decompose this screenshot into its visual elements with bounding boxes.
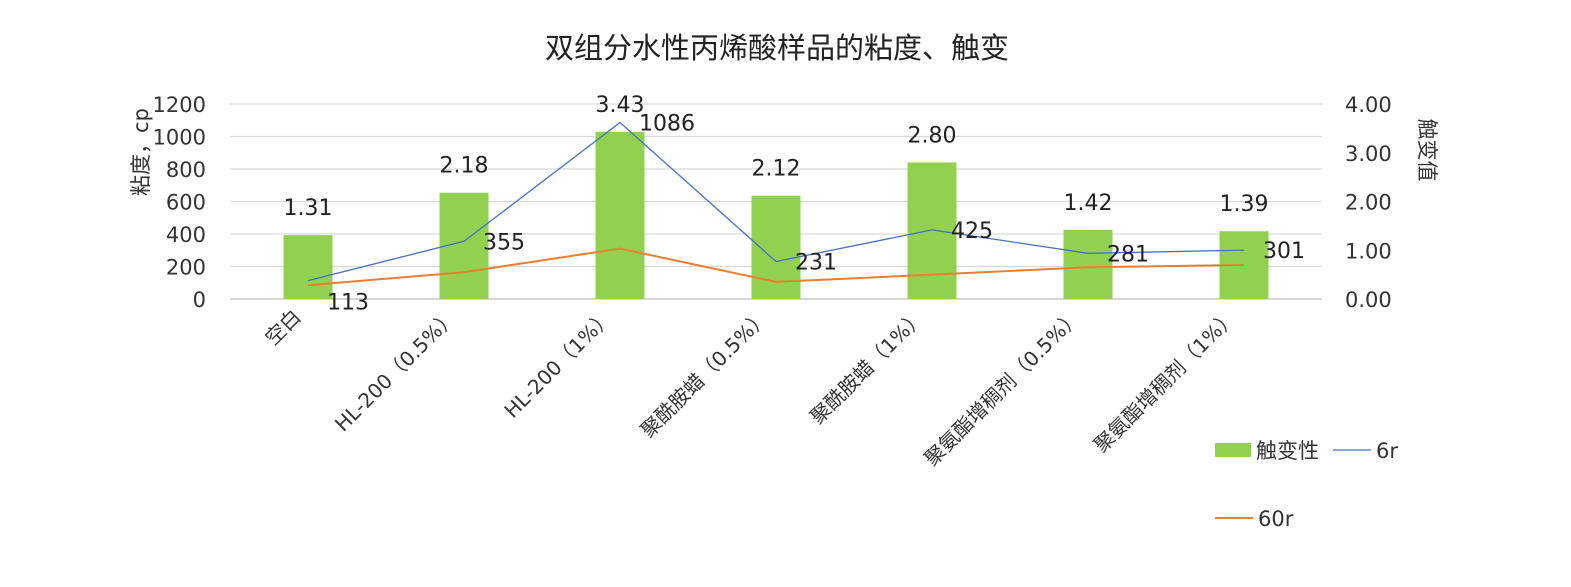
- legend: 触变性 6r 60r: [1215, 439, 1398, 531]
- y2-tick-label: 2.00: [1345, 191, 1392, 215]
- line-data-label: 231: [795, 250, 837, 275]
- bar-data-label: 1.42: [1064, 191, 1113, 216]
- bar-data-label: 3.43: [596, 93, 645, 118]
- y-tick-label: 800: [166, 158, 206, 182]
- y2-axis-title: 触变值: [1415, 119, 1439, 182]
- y2-tick-label: 4.00: [1345, 93, 1392, 117]
- x-tick-label: 聚酰胺蜡（0.5%）: [636, 305, 774, 443]
- series-line-6r: [307, 121, 1245, 282]
- y-tick-label: 200: [166, 256, 206, 280]
- bar-data-label: 2.80: [908, 124, 957, 149]
- y-tick-label: 1200: [153, 93, 206, 117]
- x-tick-label: HL-200（0.5%）: [330, 305, 462, 437]
- y-tick-label: 600: [166, 191, 206, 215]
- line-data-label: 1086: [639, 112, 695, 137]
- chart-title: 双组分水性丙烯酸样品的粘度、触变: [545, 31, 1009, 65]
- x-tick-label: 聚氨酯增稠剂（1%）: [1089, 305, 1242, 458]
- line-data-label: 281: [1107, 242, 1149, 267]
- y-tick-label: 400: [166, 223, 206, 247]
- bars-layer: [283, 131, 1269, 299]
- bar-data-label: 2.18: [440, 154, 489, 179]
- bar-data-label: 1.39: [1220, 192, 1269, 217]
- y2-tick-label: 0.00: [1345, 288, 1392, 312]
- labels-layer: 1.31 2.18 3.43 2.12 2.80 1.42 1.39 113 355 1086 23…: [284, 93, 1305, 316]
- lines-layer: [307, 121, 1245, 287]
- legend-label: 6r: [1376, 439, 1398, 463]
- x-tick-label: 聚氨酯增稠剂（0.5%）: [919, 305, 1085, 471]
- bar-thixotropy: [283, 235, 333, 299]
- y-tick-label: 0: [193, 288, 206, 312]
- line-data-label: 355: [483, 230, 525, 255]
- y2-tick-label: 1.00: [1345, 239, 1392, 263]
- legend-label: 触变性: [1256, 439, 1319, 463]
- bar-thixotropy: [907, 162, 957, 299]
- y-tick-label: 1000: [153, 126, 206, 150]
- bar-thixotropy: [1063, 229, 1113, 299]
- y2-tick-label: 3.00: [1345, 142, 1392, 166]
- legend-swatch: [1215, 443, 1251, 457]
- legend-label: 60r: [1258, 507, 1294, 531]
- series-line-60r: [307, 247, 1245, 287]
- bar-data-label: 1.31: [284, 196, 333, 221]
- line-data-label: 425: [951, 219, 993, 244]
- bar-data-label: 2.12: [752, 157, 801, 182]
- y-axis-title: 粘度，cp: [129, 108, 153, 196]
- x-tick-label: HL-200（1%）: [499, 305, 617, 423]
- line-data-label: 301: [1263, 239, 1305, 264]
- x-tick-label: 聚酰胺蜡（1%）: [805, 305, 929, 429]
- line-data-label: 113: [327, 291, 369, 316]
- x-tick-label: 空白: [260, 305, 305, 350]
- bar-thixotropy: [595, 131, 645, 299]
- bar-thixotropy: [751, 195, 801, 299]
